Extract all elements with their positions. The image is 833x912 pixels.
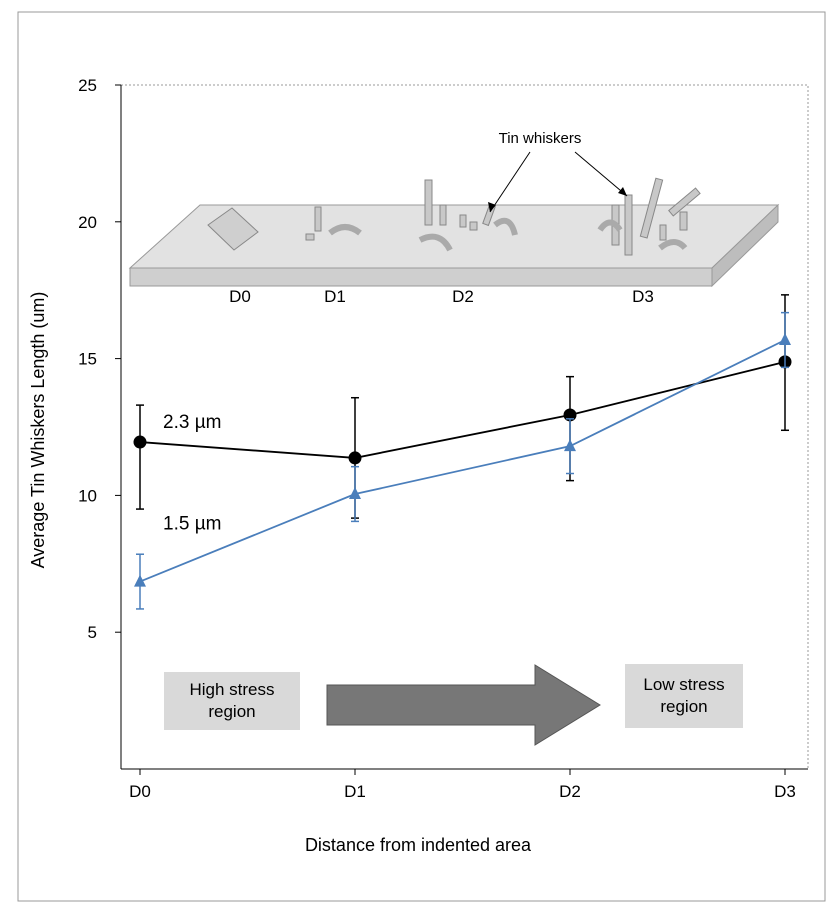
illustration-label: D3 [632, 287, 654, 306]
x-tick-label: D0 [129, 782, 151, 801]
point [779, 332, 791, 345]
illustration-label: D1 [324, 287, 346, 306]
x-tick-label: D3 [774, 782, 796, 801]
annotation: Tin whiskers [499, 130, 582, 147]
x-tick-label: D2 [559, 782, 581, 801]
figure-border [17, 11, 826, 902]
point [134, 574, 146, 587]
stress-arrow [326, 664, 601, 746]
y-axis-label: Average Tin Whiskers Length (um) [28, 292, 48, 569]
series-line [139, 361, 786, 459]
y-tick-label: 15 [78, 350, 97, 369]
y-tick-label: 20 [78, 213, 97, 232]
region-label: High stress region [164, 672, 300, 730]
x-tick-label: D1 [344, 782, 366, 801]
series-line [139, 339, 786, 583]
illustration-label: D2 [452, 287, 474, 306]
point [348, 451, 362, 465]
series-label: 2.3 µm [163, 412, 221, 433]
series-label: 1.5 µm [163, 514, 221, 535]
point [564, 439, 576, 452]
point [133, 435, 147, 449]
y-tick-label: 25 [78, 76, 97, 95]
error-bar [136, 404, 144, 510]
region-label: Low stress region [625, 664, 743, 728]
y-tick-label: 10 [78, 486, 97, 505]
illustration-label: D0 [229, 287, 251, 306]
y-tick-label: 5 [88, 623, 97, 642]
board-illustration [128, 151, 780, 288]
x-axis-label: Distance from indented area [305, 835, 532, 855]
point [349, 487, 361, 500]
